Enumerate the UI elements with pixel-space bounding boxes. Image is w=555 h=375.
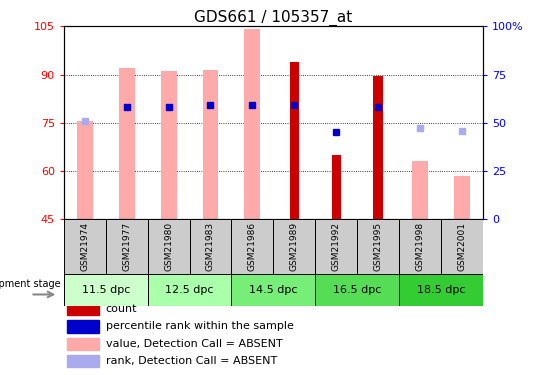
Text: GSM21974: GSM21974 [80,222,89,271]
Text: GSM22001: GSM22001 [457,222,466,271]
Bar [399,274,483,306]
Text: GSM21986: GSM21986 [248,222,257,271]
Text: 16.5 dpc: 16.5 dpc [333,285,381,295]
Bar [119,68,135,219]
Bar [67,303,99,315]
Bar [315,274,399,306]
Bar [399,219,441,274]
Text: 18.5 dpc: 18.5 dpc [417,285,465,295]
Bar [290,62,299,219]
Text: GSM21992: GSM21992 [332,222,341,271]
Bar [67,355,99,368]
Text: count: count [106,304,137,314]
Text: GSM21980: GSM21980 [164,222,173,271]
Bar [274,219,315,274]
Bar [374,76,383,219]
Bar [64,219,105,274]
Bar [244,30,260,219]
Text: GSM21989: GSM21989 [290,222,299,271]
Text: development stage: development stage [0,279,61,289]
Bar [160,71,176,219]
Bar [105,219,148,274]
Bar [412,161,428,219]
Bar [331,155,341,219]
Text: GSM21977: GSM21977 [122,222,131,271]
Bar [64,274,148,306]
Bar [67,338,99,350]
Text: GSM21983: GSM21983 [206,222,215,271]
Text: 11.5 dpc: 11.5 dpc [82,285,130,295]
Text: percentile rank within the sample: percentile rank within the sample [106,321,294,332]
Bar [315,219,357,274]
Bar [231,274,315,306]
Bar [441,219,483,274]
Text: GSM21995: GSM21995 [374,222,382,271]
Text: 14.5 dpc: 14.5 dpc [249,285,297,295]
Bar [77,121,93,219]
Text: 12.5 dpc: 12.5 dpc [165,285,214,295]
Text: value, Detection Call = ABSENT: value, Detection Call = ABSENT [106,339,282,349]
Bar [203,70,219,219]
Bar [357,219,399,274]
Bar [148,274,231,306]
Bar [454,176,470,219]
Title: GDS661 / 105357_at: GDS661 / 105357_at [194,10,352,26]
Bar [148,219,190,274]
Text: rank, Detection Call = ABSENT: rank, Detection Call = ABSENT [106,356,277,366]
Bar [190,219,231,274]
Bar [67,320,99,333]
Bar [231,219,273,274]
Text: GSM21998: GSM21998 [416,222,425,271]
